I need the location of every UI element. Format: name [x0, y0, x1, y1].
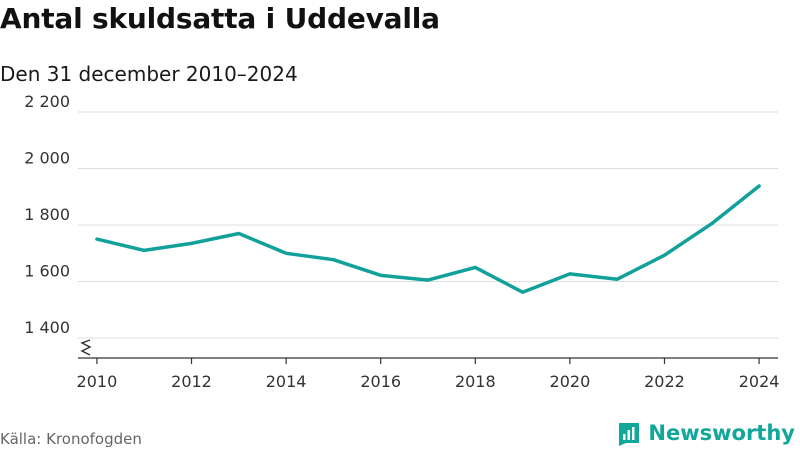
- y-tick-label: 1 800: [24, 205, 70, 224]
- y-tick-label: 2 000: [24, 149, 70, 168]
- x-tick-label: 2016: [360, 372, 401, 391]
- series-line: [95, 184, 761, 294]
- x-tick-label: 2014: [266, 372, 307, 391]
- x-tick-label: 2024: [739, 372, 780, 391]
- chart-subtitle: Den 31 december 2010–2024: [0, 62, 298, 86]
- y-tick-label: 1 400: [24, 318, 70, 337]
- axis-break-icon: [80, 339, 92, 356]
- brand-name: Newsworthy: [648, 421, 795, 445]
- x-tick-label: 2018: [455, 372, 496, 391]
- x-tick-label: 2020: [550, 372, 591, 391]
- x-tick-label: 2010: [77, 372, 118, 391]
- x-tick-label: 2022: [644, 372, 685, 391]
- chart-title: Antal skuldsatta i Uddevalla: [0, 2, 440, 35]
- source-note: Källa: Kronofogden: [0, 430, 142, 448]
- newsworthy-logo-icon: [619, 423, 640, 446]
- y-tick-label: 2 200: [24, 92, 70, 111]
- y-tick-label: 1 600: [24, 262, 70, 281]
- brand-logo: Newsworthy: [616, 420, 795, 446]
- x-tick-label: 2012: [171, 372, 212, 391]
